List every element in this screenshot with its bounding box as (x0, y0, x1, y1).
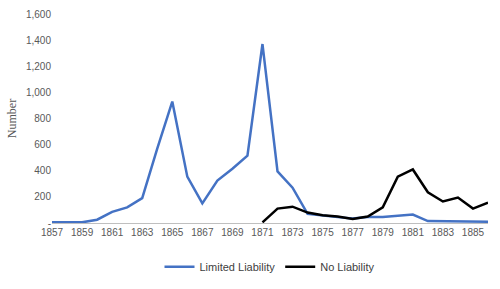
svg-text:1885: 1885 (462, 227, 485, 238)
svg-text:1867: 1867 (191, 227, 214, 238)
svg-text:1,000: 1,000 (26, 87, 51, 98)
svg-text:Number: Number (5, 99, 19, 138)
svg-text:1,400: 1,400 (26, 35, 51, 46)
svg-text:600: 600 (34, 139, 51, 150)
svg-text:1,200: 1,200 (26, 61, 51, 72)
svg-text:1875: 1875 (311, 227, 334, 238)
svg-text:1863: 1863 (131, 227, 154, 238)
svg-text:1881: 1881 (402, 227, 425, 238)
svg-text:1857: 1857 (41, 227, 64, 238)
svg-text:1865: 1865 (161, 227, 184, 238)
svg-text:400: 400 (34, 165, 51, 176)
svg-text:No Liability: No Liability (320, 261, 374, 273)
svg-text:Limited Liability: Limited Liability (200, 261, 276, 273)
svg-text:1861: 1861 (101, 227, 124, 238)
svg-text:200: 200 (34, 191, 51, 202)
svg-text:1859: 1859 (71, 227, 94, 238)
svg-text:1871: 1871 (251, 227, 274, 238)
svg-text:-: - (48, 218, 51, 229)
svg-text:1873: 1873 (281, 227, 304, 238)
svg-text:800: 800 (34, 113, 51, 124)
svg-text:1879: 1879 (372, 227, 395, 238)
svg-text:1883: 1883 (432, 227, 455, 238)
svg-text:1877: 1877 (342, 227, 365, 238)
svg-text:1869: 1869 (221, 227, 244, 238)
svg-text:1,600: 1,600 (26, 9, 51, 20)
